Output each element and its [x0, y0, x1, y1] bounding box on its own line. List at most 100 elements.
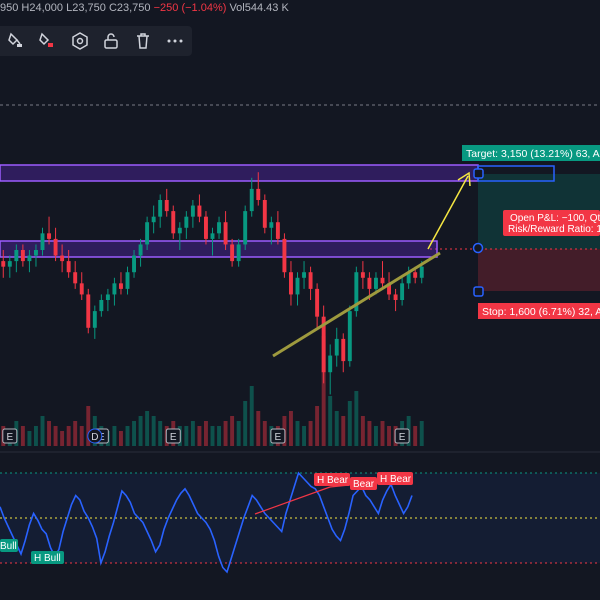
volume-bar	[374, 426, 378, 446]
volume-bar	[20, 426, 25, 446]
candle	[145, 216, 150, 250]
candle	[302, 261, 306, 289]
candle	[7, 255, 12, 278]
low-label: L	[66, 2, 73, 14]
svg-text:D: D	[91, 432, 98, 443]
volume-bar	[230, 416, 235, 446]
svg-text:H Bull: H Bull	[34, 553, 61, 564]
svg-text:E: E	[275, 432, 282, 443]
candle	[132, 250, 136, 278]
settings-hexagon-icon[interactable]	[68, 29, 92, 53]
candle	[184, 211, 189, 239]
svg-text:Stop: 1,600 (6.71%) 32, Am: Stop: 1,600 (6.71%) 32, Am	[482, 306, 600, 318]
volume-bar	[197, 426, 202, 446]
candle	[334, 327, 339, 367]
volume-bar	[79, 426, 84, 446]
volume-bar	[119, 431, 123, 446]
candle	[269, 216, 274, 245]
paint-bucket-icon[interactable]	[4, 29, 28, 53]
candle	[308, 266, 313, 300]
pl-label: Open P&L: −100, Qt Risk/Reward Ratio: 1	[503, 210, 600, 236]
close-value: 23,750	[116, 2, 151, 14]
svg-text:Open P&L: −100, Qt: Open P&L: −100, Qt	[510, 213, 600, 224]
volume-label: Vol	[229, 2, 245, 14]
volume-bar	[66, 426, 71, 446]
candle	[210, 227, 215, 256]
volume-value: 544.43 K	[244, 2, 289, 14]
volume-bar	[47, 421, 51, 446]
volume-bar	[210, 426, 215, 446]
middle-support-zone[interactable]	[0, 240, 438, 258]
earnings-marker[interactable]: E	[394, 428, 410, 444]
candle	[393, 288, 398, 312]
more-icon[interactable]	[163, 29, 187, 53]
candle	[125, 266, 130, 295]
volume-bar	[138, 416, 143, 446]
divergence-label-h-bull: H Bull	[31, 551, 64, 564]
svg-text:E: E	[170, 432, 177, 443]
volume-bar	[132, 421, 136, 446]
candle	[34, 244, 38, 267]
entry-handle[interactable]	[472, 242, 484, 254]
stop-handle[interactable]	[473, 286, 484, 297]
stop-zone[interactable]	[478, 249, 600, 291]
candle	[40, 227, 45, 256]
candle	[289, 261, 293, 306]
target-handle[interactable]	[473, 168, 484, 179]
change-value: −250 (−1.04%)	[153, 2, 227, 14]
candle	[112, 277, 117, 306]
trash-icon[interactable]	[131, 29, 155, 53]
volume-bar	[223, 421, 228, 446]
volume-bar	[360, 416, 365, 446]
divergence-label-h-bear-2: H Bear	[377, 472, 413, 485]
candle	[275, 211, 280, 245]
volume-bar	[190, 421, 195, 446]
divergence-label-bull: Bull	[0, 539, 18, 552]
candle	[66, 250, 71, 278]
candle	[347, 305, 352, 367]
volume-bar	[204, 421, 208, 446]
volume-bar	[34, 426, 38, 446]
volume-bar	[334, 411, 339, 446]
volume-bar	[236, 421, 241, 446]
close-label: C	[108, 2, 117, 14]
candle	[249, 177, 254, 217]
candle	[177, 222, 182, 250]
paint-bucket-alt-icon[interactable]	[35, 29, 59, 53]
svg-text:Risk/Reward Ratio: 1: Risk/Reward Ratio: 1	[508, 224, 600, 235]
volume-bar	[289, 411, 293, 446]
volume-bar	[60, 431, 65, 446]
volume-bar	[184, 426, 189, 446]
ascending-trendline[interactable]	[272, 251, 441, 358]
earnings-marker[interactable]: E	[270, 428, 286, 444]
candle	[86, 288, 91, 334]
volume-bar	[151, 416, 156, 446]
earnings-marker[interactable]: E	[165, 428, 181, 444]
candle	[92, 305, 97, 339]
volume-bar	[125, 426, 130, 446]
candle	[321, 305, 326, 384]
dividend-marker[interactable]: D	[87, 428, 103, 444]
open-partial: 950	[0, 2, 19, 14]
candle	[406, 266, 411, 289]
volume-bar	[341, 416, 346, 446]
candle	[138, 238, 143, 267]
volume-bar	[302, 426, 306, 446]
volume-bar	[217, 426, 221, 446]
earnings-marker[interactable]: E	[2, 428, 18, 444]
candle	[53, 227, 58, 262]
volume-bar	[328, 396, 333, 446]
divergence-label-h-bear-1: H Bear	[314, 473, 350, 486]
projection-arrow[interactable]	[427, 171, 471, 250]
candle	[20, 244, 25, 267]
stop-label: Stop: 1,600 (6.71%) 32, Am	[478, 303, 600, 319]
candle	[354, 266, 359, 317]
svg-text:Bull: Bull	[0, 541, 17, 552]
candle	[119, 272, 123, 295]
low-value: 23,750	[72, 2, 106, 14]
svg-text:E: E	[399, 432, 406, 443]
lock-icon[interactable]	[99, 29, 123, 53]
candle	[315, 283, 320, 328]
upper-resistance-zone[interactable]	[0, 164, 479, 182]
